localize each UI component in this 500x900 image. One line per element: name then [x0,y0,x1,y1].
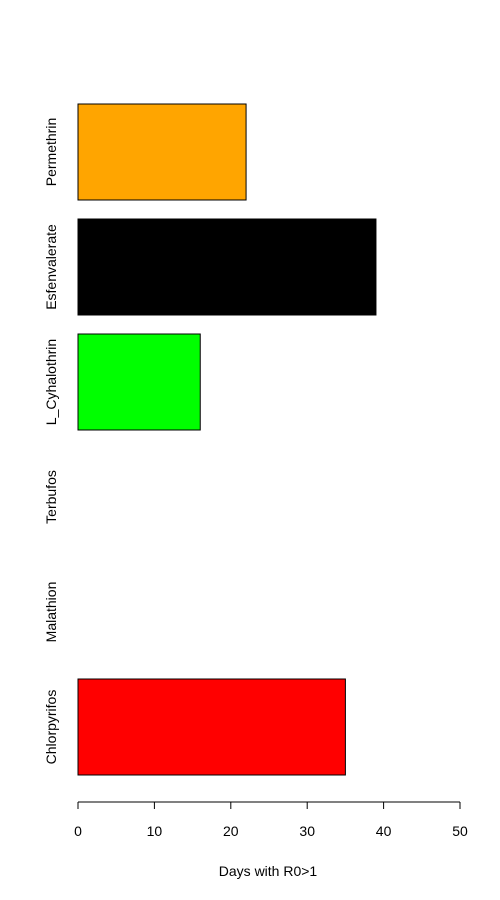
category-label-l-cyhalothrin: L_Cyhalothrin [43,339,59,425]
x-tick-label-10: 10 [147,823,163,839]
category-label-terbufos: Terbufos [43,470,59,524]
bar-permethrin [77,103,247,201]
category-label-chlorpyrifos: Chlorpyrifos [43,690,59,765]
x-axis-title: Days with R0>1 [219,863,318,879]
category-label-permethrin: Permethrin [43,118,59,186]
category-labels: Chlorpyrifos Malathion Terbufos L_Cyhalothr… [43,118,59,765]
x-tick-label-20: 20 [223,823,239,839]
x-axis: 0 10 20 30 40 50 [74,801,468,839]
x-tick-label-30: 30 [299,823,315,839]
x-tick-label-50: 50 [452,823,468,839]
category-label-esfenvalerate: Esfenvalerate [43,224,59,310]
bar-chlorpyrifos [77,678,346,776]
x-tick-label-40: 40 [376,823,392,839]
category-label-malathion: Malathion [43,582,59,643]
bars-group [77,103,377,776]
x-tick-label-0: 0 [74,823,82,839]
bar-esfenvalerate [77,218,377,316]
bar-l-cyhalothrin [77,333,201,431]
